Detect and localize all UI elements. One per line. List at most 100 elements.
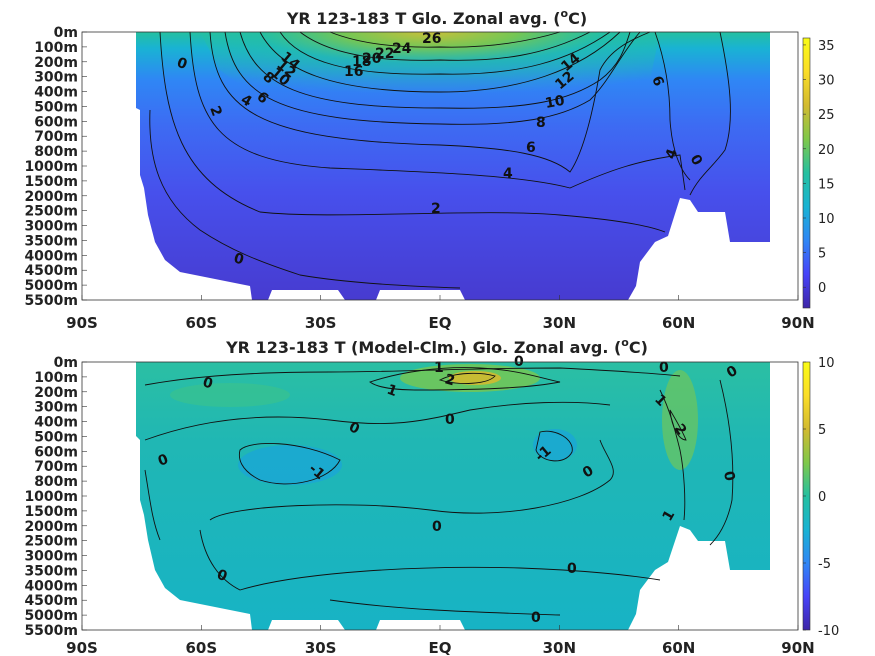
panel-2-contour-label: 2 [443,371,457,389]
panel-1-contour-6 [209,31,651,173]
x-tick-label: 30N [543,639,576,656]
x-tick-label: 30N [543,314,576,332]
y-tick-label: 100m [34,40,78,56]
panel-2-x-axis: 90S 60S 30S EQ 30N 60N 90N [66,625,815,656]
panel-2-cold-anomaly [238,445,342,485]
panel-1-contour-22 [299,31,591,61]
panel-1-contour-14 [259,31,621,93]
panel-2-contour--1 [239,443,341,485]
y-tick-label: 2500m [24,534,78,550]
y-tick-label: 4000m [24,248,78,264]
x-tick-label: 60S [185,314,217,332]
y-tick-label: 1500m [24,174,78,190]
panel-2-contour-0 [209,439,614,521]
panel-1-contour-0-north [689,31,731,196]
panel-1-colorbar-scale [802,37,811,309]
x-tick-label: 60N [662,314,695,332]
y-tick-label: 600m [34,114,78,130]
panel-1-contour-label: 20 [362,51,382,67]
panel-2-contour-label: 0 [720,470,737,483]
panel-2-contour-0 [329,599,561,616]
panel-1-contour-label: 8 [536,115,546,131]
panel-2-contour-2 [438,372,496,384]
y-tick-label: 4000m [24,578,78,594]
panel-1-contour-label: 10 [544,93,566,112]
y-tick-label: 4500m [24,593,78,609]
y-tick-label: 600m [34,444,78,460]
panel-1-contour-label: 16 [344,64,363,80]
y-tick-label: 300m [34,400,78,416]
panel-1-contour-2 [159,31,666,233]
panel-1-y-axis: 0m100m200m300m400m500m600m700m800m1000m1… [24,25,87,309]
panel-2-colorbar-ticks: 10 5 0 -5 -10 [803,356,839,639]
panel-1-contour-26 [329,31,561,48]
panel-2-y-axis: 0m100m200m300m400m500m600m700m800m1000m1… [24,355,87,639]
x-tick-label: 90N [781,639,814,656]
panel-1-contour-label: 2 [431,201,441,217]
panel-2-colorbar: 10 5 0 -5 -10 [802,356,839,639]
panel-1-contour-0 [149,109,461,289]
panel-1-title: YR 123-183 T Glo. Zonal avg. (oC) [286,7,587,28]
panel-1-colorbar: 35 30 25 20 15 10 5 0 [802,37,835,309]
colorbar-tick-label: -5 [818,557,831,572]
panel-2-contour-0 [709,379,734,546]
panel-1-contour-label: 0 [232,250,246,268]
panel-2-field [136,362,770,630]
colorbar-tick-label: 15 [818,177,835,192]
colorbar-tick-label: 0 [818,281,826,296]
y-tick-label: 100m [34,370,78,386]
panel-1-contours [149,31,731,289]
panel-1-contour-label: 18 [352,54,371,70]
panel-1-contour-6-north [654,31,691,181]
panel-2-contour--1 [535,430,573,462]
y-tick-label: 800m [34,144,78,160]
panel-1-x-axis: 90S 60S 30S EQ 30N 60N 90N [66,295,815,332]
panel-2-contour-0 [144,469,161,541]
y-tick-label: 400m [34,85,78,101]
y-tick-label: 2000m [24,519,78,535]
y-tick-label: 1000m [24,489,78,505]
colorbar-tick-label: 0 [818,490,826,505]
panel-2-contour-label: 0 [531,610,541,626]
panel-2-cold-anomaly [533,429,577,461]
panel-1-contour-label: 26 [422,31,441,47]
panel-2-contour-1 [659,389,686,521]
panel-1-field [136,32,770,300]
x-tick-label: EQ [429,639,452,656]
panel-2: YR 123-183 T (Model-Clm.) Glo. Zonal avg… [24,336,839,656]
y-tick-label: 5500m [24,293,78,309]
x-tick-label: 60S [185,639,217,656]
y-tick-label: 0m [54,25,78,41]
x-tick-label: 90N [781,314,814,332]
y-tick-label: 2500m [24,204,78,220]
y-tick-label: 3500m [24,563,78,579]
x-tick-label: 60N [662,639,695,656]
y-tick-label: 4500m [24,263,78,279]
y-tick-label: 500m [34,99,78,115]
panel-2-contour-label: 0 [567,561,577,577]
panel-2-contour-1 [369,367,561,391]
panel-1-contour-label: 4 [503,166,513,182]
colorbar-tick-label: 10 [818,212,835,227]
panel-2-contour-2 [669,409,687,441]
y-tick-label: 200m [34,55,78,71]
colorbar-tick-label: 5 [818,247,826,262]
x-tick-label: 90S [66,639,98,656]
panel-1-contour-18 [279,31,611,75]
panel-2-contour-label: 0 [201,374,215,392]
panel-1-contour-label: 22 [375,46,394,62]
panel-2-contour-label: 1 [434,360,444,376]
panel-1-contour-label: 24 [392,41,412,57]
panel-2-ocean-area [136,362,770,630]
x-tick-label: 30S [305,314,337,332]
y-tick-label: 5000m [24,278,78,294]
panel-2-contour-0 [199,529,661,591]
x-tick-label: 90S [66,314,98,332]
y-tick-label: 3500m [24,233,78,249]
panel-2-contour-0 [144,401,611,441]
y-tick-label: 1500m [24,504,78,520]
y-tick-label: 400m [34,415,78,431]
panel-2-contour-label: 0 [432,519,442,535]
y-tick-label: 700m [34,129,78,145]
